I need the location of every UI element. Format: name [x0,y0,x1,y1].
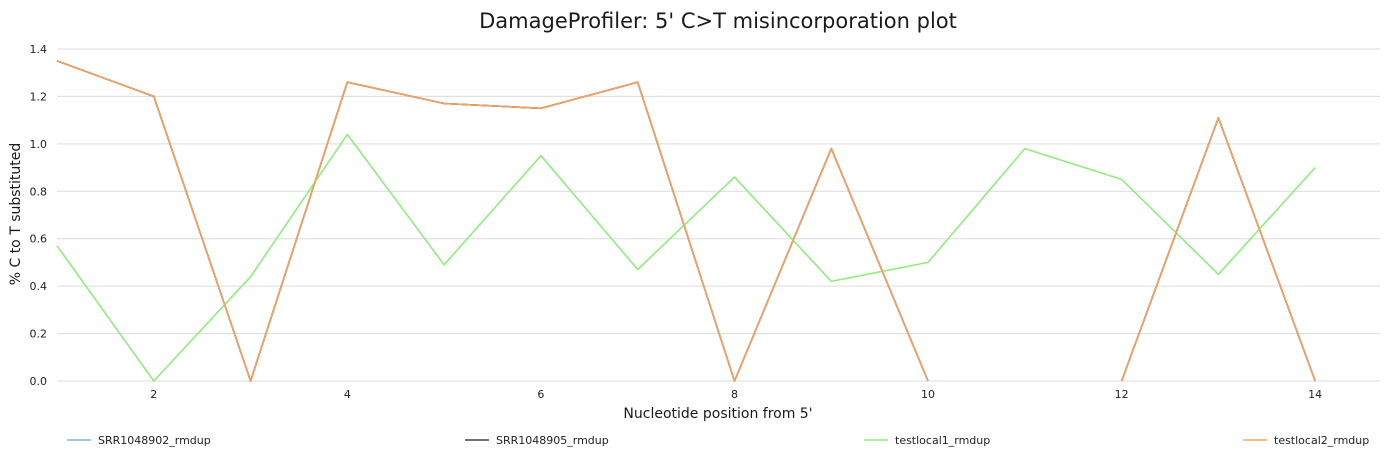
y-tick-label: 1.4 [30,43,48,56]
x-tick-label: 8 [731,388,738,401]
y-axis-label: % C to T substituted [8,143,24,286]
series-line-SRR1048905_rmdup [1120,117,1316,382]
legend-item[interactable]: testlocal2_rmdup [1243,434,1369,447]
x-tick-label: 6 [537,388,544,401]
legend-label: SRR1048902_rmdup [98,434,211,447]
series-line-SRR1048905_rmdup [56,60,929,382]
x-tick-label: 4 [344,388,351,401]
series-line-testlocal2_rmdup [1120,117,1316,382]
x-tick-label: 12 [1115,388,1129,401]
legend-label: testlocal2_rmdup [1274,434,1369,447]
x-tick-label: 10 [921,388,935,401]
plot-area [56,60,1316,382]
y-axis: 0.0 0.2 0.4 0.6 0.8 1.0 1.2 1.4 [30,43,48,388]
x-tick-label: 2 [150,388,157,401]
y-tick-label: 0.0 [30,375,48,388]
x-tick-label: 14 [1308,388,1322,401]
y-tick-label: 0.8 [30,185,48,198]
legend-label: testlocal1_rmdup [895,434,990,447]
legend-item[interactable]: testlocal1_rmdup [864,434,990,447]
legend: SRR1048902_rmdup SRR1048905_rmdup testloca… [67,434,1369,447]
y-tick-label: 0.6 [30,233,48,246]
y-tick-label: 0.2 [30,328,48,341]
series-line-testlocal2_rmdup [56,60,929,382]
y-tick-label: 0.4 [30,280,48,293]
x-axis-label: Nucleotide position from 5' [623,406,812,422]
series-line-SRR1048902_rmdup [1120,117,1316,382]
y-tick-label: 1.2 [30,90,48,103]
legend-label: SRR1048905_rmdup [496,434,609,447]
legend-item[interactable]: SRR1048905_rmdup [465,434,609,447]
series-line-SRR1048902_rmdup [56,60,929,382]
chart-title: DamageProfiler: 5' C>T misincorporation … [479,9,957,33]
legend-item[interactable]: SRR1048902_rmdup [67,434,211,447]
x-axis: 2 4 6 8 10 12 14 [150,388,1322,401]
y-tick-label: 1.0 [30,138,48,151]
series-line-testlocal1_rmdup [56,133,1316,382]
